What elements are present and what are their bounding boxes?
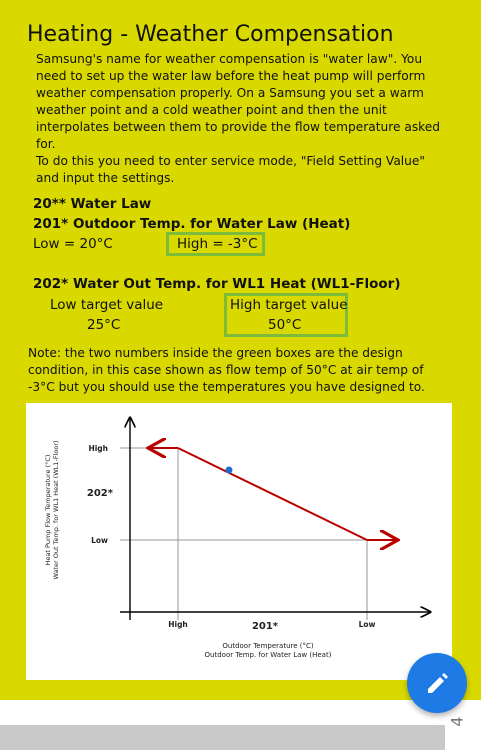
diagram: High 202* Low High 201* Low Outdoor Temp… [26,403,452,680]
heading: 201* Outdoor Temp. for Water Law (Heat) [33,216,351,232]
value: 25°C [87,317,121,333]
slide: Heating - Weather Compensation Samsung's… [0,0,481,700]
paragraph: Samsung's name for weather compensation … [36,52,441,151]
label: Low [91,536,108,545]
title: Heating - Weather Compensation [27,22,394,47]
highlight-box [166,232,265,256]
highlight-box [224,293,348,337]
setting: Low = 20°C [33,236,113,252]
edit-icon [428,673,448,693]
label: Low target value [50,297,164,313]
label: High [88,444,108,453]
label: High target value [230,297,348,313]
axis-title: Heat Pump Flow Temperature (°C) [44,455,52,566]
heading: 20** Water Law [33,196,152,212]
label: 202* [87,488,114,499]
bottom-bar [0,725,445,750]
page-number: 4 [447,716,467,727]
edit-button[interactable] [407,653,467,713]
curve [177,447,368,541]
label: High [168,620,188,629]
paragraph: To do this you need to enter service mod… [36,154,426,185]
axis-title: Outdoor Temp. for Water Law (Heat) [205,651,332,659]
setting: High = -3°C [177,236,258,252]
value: 50°C [268,317,302,333]
note: Note: the two numbers inside the green b… [28,346,425,394]
heading: 202* Water Out Temp. for WL1 Heat (WL1-F… [33,276,401,292]
label: Low [359,620,376,629]
axis-title: Outdoor Temperature (°C) [222,642,313,650]
point [225,466,233,474]
axis-title: Water Out Temp. for WL1 Heat (WL1-Floor) [52,440,60,579]
label: 201* [252,621,279,632]
